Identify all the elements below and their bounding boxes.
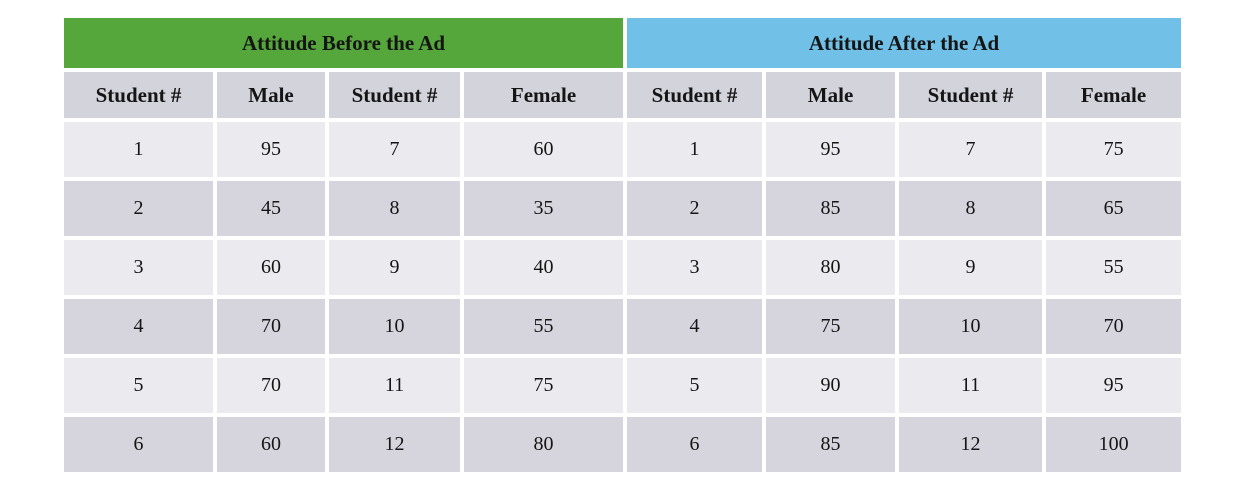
table-cell: 45 (217, 181, 325, 236)
column-header-student-before-female: Student # (329, 72, 460, 118)
table-cell: 35 (464, 181, 624, 236)
table-cell: 12 (899, 417, 1043, 472)
table-cell: 7 (899, 122, 1043, 177)
table-cell: 75 (1046, 122, 1182, 177)
table-cell: 11 (329, 358, 460, 413)
column-header-student-before-male: Student # (64, 72, 213, 118)
section-header-row: Attitude Before the Ad Attitude After th… (64, 18, 1182, 68)
attitude-scores-table: Attitude Before the Ad Attitude After th… (60, 14, 1185, 476)
table-cell: 9 (329, 240, 460, 295)
table-cell: 1 (64, 122, 213, 177)
table-cell: 12 (329, 417, 460, 472)
table-cell: 40 (464, 240, 624, 295)
section-header-before-ad: Attitude Before the Ad (64, 18, 624, 68)
column-header-female-before: Female (464, 72, 624, 118)
table-cell: 7 (329, 122, 460, 177)
table-cell: 60 (217, 240, 325, 295)
table-cell: 4 (627, 299, 763, 354)
table-row: 1 95 7 60 1 95 7 75 (64, 122, 1182, 177)
section-header-after-ad: Attitude After the Ad (627, 18, 1182, 68)
table-row: 4 70 10 55 4 75 10 70 (64, 299, 1182, 354)
table-cell: 6 (627, 417, 763, 472)
table-cell: 95 (217, 122, 325, 177)
table-cell: 10 (899, 299, 1043, 354)
table-cell: 55 (1046, 240, 1182, 295)
table-cell: 1 (627, 122, 763, 177)
column-header-student-after-female: Student # (899, 72, 1043, 118)
table-cell: 5 (64, 358, 213, 413)
table-cell: 8 (329, 181, 460, 236)
table-cell: 95 (1046, 358, 1182, 413)
table-cell: 3 (627, 240, 763, 295)
table-cell: 4 (64, 299, 213, 354)
table-row: 6 60 12 80 6 85 12 100 (64, 417, 1182, 472)
table-cell: 11 (899, 358, 1043, 413)
table-cell: 60 (464, 122, 624, 177)
table-cell: 100 (1046, 417, 1182, 472)
column-header-male-after: Male (766, 72, 896, 118)
table-cell: 10 (329, 299, 460, 354)
table-cell: 95 (766, 122, 896, 177)
table-cell: 60 (217, 417, 325, 472)
column-header-female-after: Female (1046, 72, 1182, 118)
column-header-student-after-male: Student # (627, 72, 763, 118)
table-row: 5 70 11 75 5 90 11 95 (64, 358, 1182, 413)
table-cell: 2 (64, 181, 213, 236)
table-cell: 8 (899, 181, 1043, 236)
table-cell: 3 (64, 240, 213, 295)
table-cell: 75 (464, 358, 624, 413)
table-cell: 5 (627, 358, 763, 413)
table-cell: 80 (766, 240, 896, 295)
table-cell: 90 (766, 358, 896, 413)
table-cell: 70 (217, 358, 325, 413)
column-header-row: Student # Male Student # Female Student … (64, 72, 1182, 118)
table-cell: 70 (1046, 299, 1182, 354)
table-row: 2 45 8 35 2 85 8 65 (64, 181, 1182, 236)
table-cell: 65 (1046, 181, 1182, 236)
table-cell: 6 (64, 417, 213, 472)
table-cell: 75 (766, 299, 896, 354)
table-cell: 85 (766, 417, 896, 472)
table-cell: 9 (899, 240, 1043, 295)
table-cell: 85 (766, 181, 896, 236)
table-cell: 70 (217, 299, 325, 354)
table-cell: 55 (464, 299, 624, 354)
table-cell: 80 (464, 417, 624, 472)
column-header-male-before: Male (217, 72, 325, 118)
table-cell: 2 (627, 181, 763, 236)
table-row: 3 60 9 40 3 80 9 55 (64, 240, 1182, 295)
